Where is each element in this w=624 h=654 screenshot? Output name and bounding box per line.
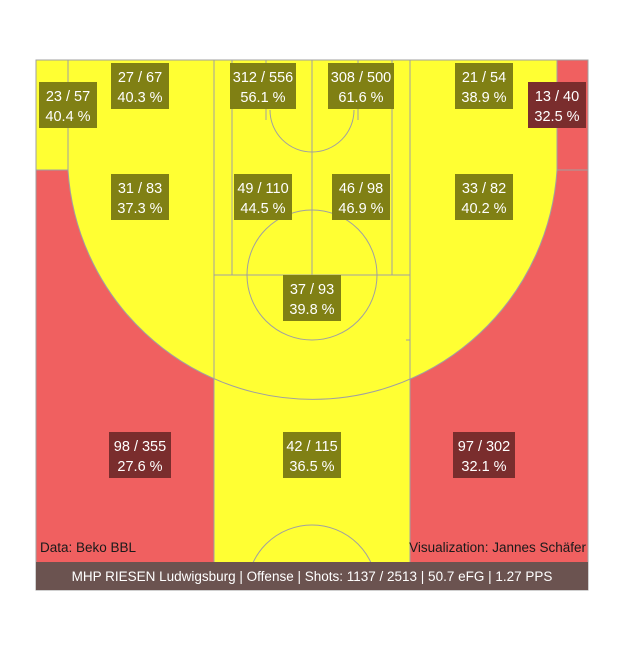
zone-box [332,174,390,220]
zone-box [230,63,296,109]
zone-percentage: 40.3 % [117,90,162,106]
zone-box [455,174,513,220]
zone-box [453,432,515,478]
zone-label-paint-left: 49 / 110 44.5 % [234,174,292,220]
zone-percentage: 40.4 % [45,109,90,125]
footer-summary: MHP RIESEN Ludwigsburg | Offense | Shots… [72,569,553,584]
zone-made-attempts: 98 / 355 [114,439,166,455]
zone-percentage: 36.5 % [289,459,334,475]
zone-label-left-corner-three: 23 / 57 40.4 % [39,82,97,128]
zone-label-left-wing-three: 98 / 355 27.6 % [109,432,171,478]
zone-made-attempts: 13 / 40 [535,89,579,105]
zone-made-attempts: 23 / 57 [46,89,90,105]
zone-percentage: 56.1 % [240,90,285,106]
zone-label-right-elbow-two: 33 / 82 40.2 % [455,174,513,220]
zone-percentage: 40.2 % [461,201,506,217]
zone-label-restricted-right: 308 / 500 61.6 % [328,63,394,109]
zone-percentage: 32.5 % [534,109,579,125]
zone-made-attempts: 308 / 500 [331,70,391,86]
zone-label-top-key-two: 37 / 93 39.8 % [283,275,341,321]
zone-box [109,432,171,478]
zone-made-attempts: 37 / 93 [290,282,334,298]
zone-percentage: 46.9 % [338,201,383,217]
zone-box [283,432,341,478]
zone-percentage: 27.6 % [117,459,162,475]
credit-note: Visualization: Jannes Schäfer [409,540,586,555]
zone-label-restricted-left: 312 / 556 56.1 % [230,63,296,109]
zone-made-attempts: 31 / 83 [118,181,162,197]
zone-made-attempts: 97 / 302 [458,439,510,455]
zone-percentage: 61.6 % [338,90,383,106]
zone-made-attempts: 21 / 54 [462,70,506,86]
zone-percentage: 39.8 % [289,302,334,318]
zone-box [111,174,169,220]
zone-percentage: 32.1 % [461,459,506,475]
zone-made-attempts: 312 / 556 [233,70,293,86]
zone-box [39,82,97,128]
zone-box [328,63,394,109]
zone-percentage: 37.3 % [117,201,162,217]
zone-label-paint-right: 46 / 98 46.9 % [332,174,390,220]
zone-box [528,82,586,128]
zone-made-attempts: 33 / 82 [462,181,506,197]
zone-box [283,275,341,321]
zone-made-attempts: 46 / 98 [339,181,383,197]
zone-made-attempts: 42 / 115 [286,439,337,455]
zone-label-left-wing-baseline-two: 27 / 67 40.3 % [111,63,169,109]
footer-bar [36,562,588,590]
zone-percentage: 44.5 % [240,201,285,217]
zone-label-left-elbow-two: 31 / 83 37.3 % [111,174,169,220]
zone-box [111,63,169,109]
zone-box [234,174,292,220]
zone-label-right-wing-three: 97 / 302 32.1 % [453,432,515,478]
zone-label-top-three: 42 / 115 36.5 % [283,432,341,478]
zone-label-right-corner-three: 13 / 40 32.5 % [528,82,586,128]
zone-made-attempts: 49 / 110 [237,181,288,197]
zone-made-attempts: 27 / 67 [118,70,162,86]
zone-labels: 23 / 57 40.4 % 27 / 67 40.3 % 312 / 556 56.1 … [39,63,586,478]
source-note: Data: Beko BBL [40,540,137,555]
zone-percentage: 38.9 % [461,90,506,106]
zone-box [455,63,513,109]
zone-label-right-wing-baseline-two: 21 / 54 38.9 % [455,63,513,109]
